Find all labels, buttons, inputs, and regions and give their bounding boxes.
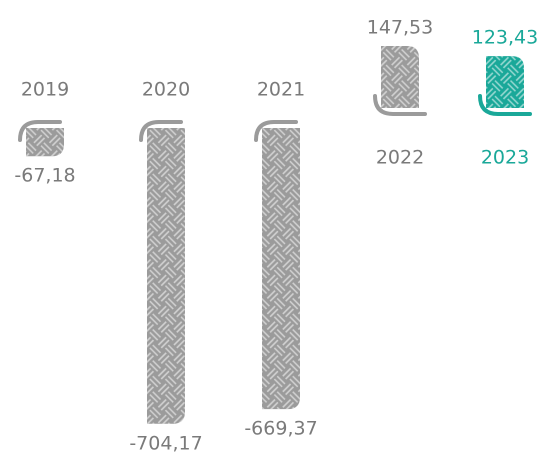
- value-label: 147,53: [367, 17, 433, 39]
- bar-pattern: [381, 46, 419, 108]
- bracket-arc: [373, 94, 427, 116]
- bracket-arc: [478, 94, 532, 116]
- bracket-arc: [18, 120, 62, 142]
- bracket-arc: [139, 120, 183, 142]
- bar-pattern: [262, 128, 300, 410]
- year-label: 2019: [21, 79, 69, 101]
- value-label: 123,43: [472, 27, 538, 49]
- value-label: -704,17: [129, 432, 202, 454]
- value-label: -669,37: [244, 418, 317, 440]
- bar-pattern: [26, 128, 64, 157]
- value-label: -67,18: [14, 165, 75, 187]
- bar-pattern: [147, 128, 185, 424]
- year-label: 2023: [481, 147, 529, 169]
- bar-pattern: [486, 56, 524, 108]
- year-label: 2021: [257, 79, 305, 101]
- bracket-arc: [254, 120, 298, 142]
- year-label: 2022: [376, 147, 424, 169]
- year-label: 2020: [142, 79, 190, 101]
